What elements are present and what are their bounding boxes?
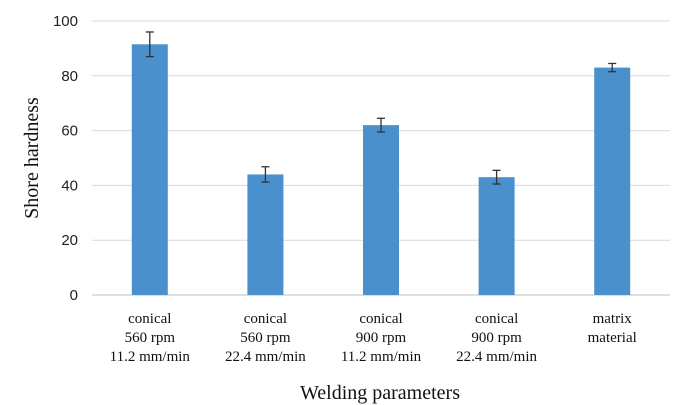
x-axis-title: Welding parameters <box>300 382 460 404</box>
error-bar <box>377 117 385 133</box>
error-bar <box>261 166 270 183</box>
y-tick-label: 100 <box>53 13 78 30</box>
bar <box>363 125 399 296</box>
bar <box>247 174 284 295</box>
error-bar <box>608 62 617 73</box>
y-tick-labels: 0 20 40 60 80 100 <box>53 13 78 304</box>
y-tick-label: 60 <box>61 123 78 140</box>
error-bar <box>492 169 501 185</box>
y-tick-label: 80 <box>61 68 78 85</box>
x-tick-labels: conical 560 rpm 11.2 mm/min conical 560 rpm 2… <box>110 311 637 365</box>
bar <box>131 44 168 295</box>
x-tick-label: matrix material <box>588 311 637 346</box>
bar <box>478 177 515 295</box>
bars <box>131 44 631 296</box>
bar <box>594 67 631 295</box>
x-tick-label: conical 560 rpm 22.4 mm/min <box>225 311 306 365</box>
y-tick-label: 20 <box>61 232 78 249</box>
x-tick-label: conical 560 rpm 11.2 mm/min <box>110 311 191 365</box>
error-bar <box>145 31 154 58</box>
error-bars <box>145 31 617 185</box>
x-tick-label: conical 900 rpm 22.4 mm/min <box>456 311 537 365</box>
y-axis-title: Shore hardness <box>21 97 43 219</box>
x-tick-label: conical 900 rpm 11.2 mm/min <box>341 311 422 365</box>
y-tick-label: 0 <box>70 287 78 304</box>
y-tick-label: 40 <box>61 177 78 194</box>
